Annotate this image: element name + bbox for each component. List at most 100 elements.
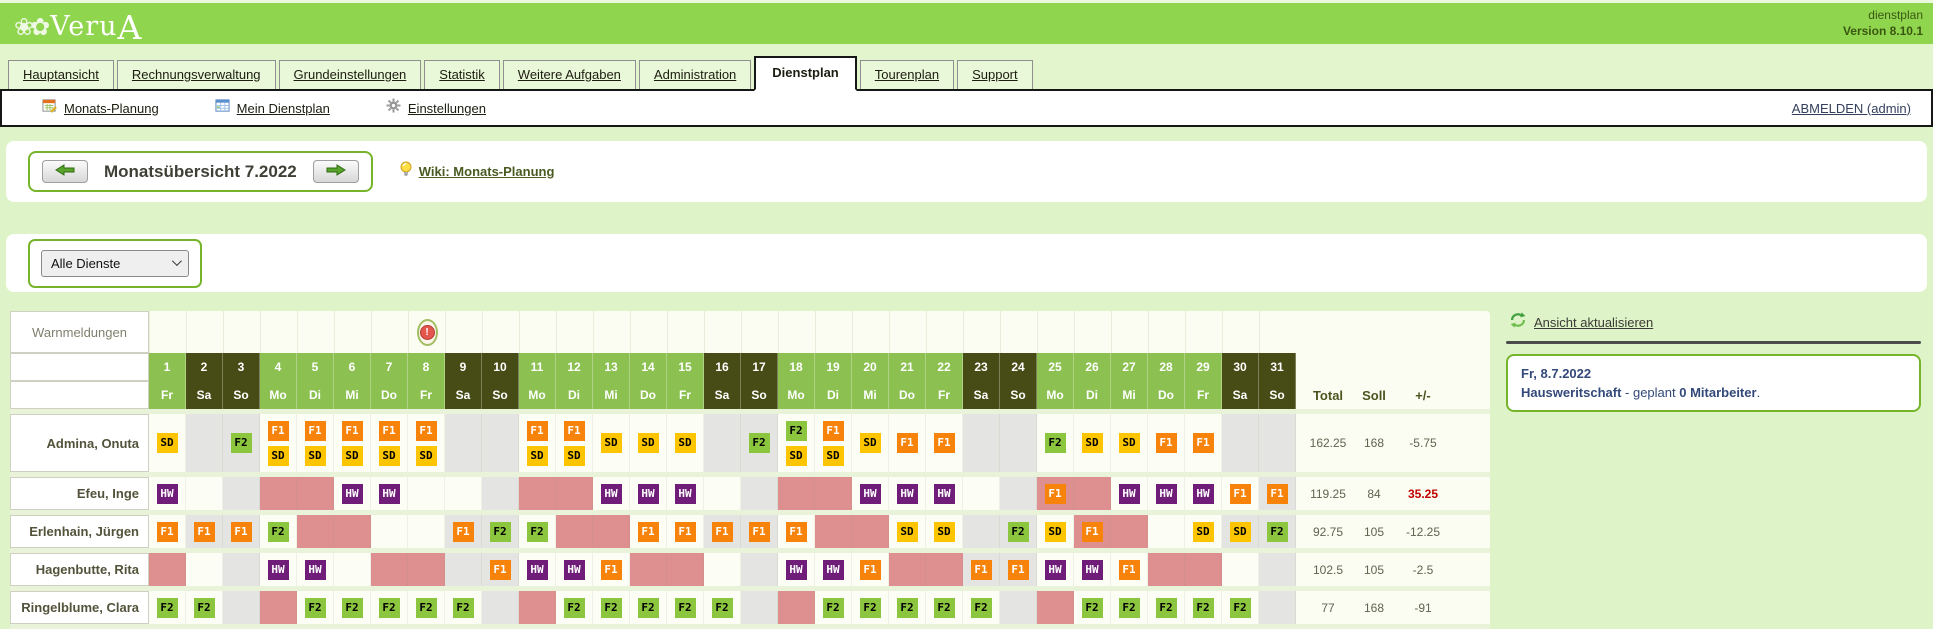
day-name-7[interactable]: Do: [371, 381, 408, 409]
shift-badge-F2[interactable]: F2: [1081, 597, 1103, 618]
shift-badge-F1[interactable]: F1: [970, 559, 992, 580]
shift-cell-day-2[interactable]: [186, 477, 223, 510]
day-name-27[interactable]: Mi: [1111, 381, 1148, 409]
warning-cell-day-2[interactable]: [186, 311, 223, 353]
shift-badge-F2[interactable]: F2: [378, 597, 400, 618]
shift-badge-SD[interactable]: SD: [341, 445, 363, 466]
shift-cell-day-1[interactable]: [149, 553, 186, 586]
shift-cell-day-5[interactable]: F1 SD: [297, 414, 334, 472]
day-name-18[interactable]: Mo: [778, 381, 815, 409]
service-filter-select[interactable]: Alle Dienste: [41, 249, 189, 277]
day-name-17[interactable]: So: [741, 381, 778, 409]
next-month-button[interactable]: [312, 160, 359, 183]
shift-cell-day-1[interactable]: F2: [149, 591, 186, 624]
shift-badge-F2[interactable]: F2: [1118, 597, 1140, 618]
day-name-21[interactable]: Do: [889, 381, 926, 409]
shift-cell-day-21[interactable]: SD: [889, 515, 926, 548]
day-name-29[interactable]: Fr: [1185, 381, 1222, 409]
shift-badge-F1[interactable]: F1: [637, 521, 659, 542]
shift-cell-day-18[interactable]: HW: [778, 553, 815, 586]
shift-badge-F2[interactable]: F2: [304, 597, 326, 618]
shift-badge-SD[interactable]: SD: [1118, 433, 1140, 453]
day-name-19[interactable]: Di: [815, 381, 852, 409]
shift-cell-day-19[interactable]: F1 SD: [815, 414, 852, 472]
wiki-link[interactable]: Wiki: Monats-Planung: [399, 161, 554, 182]
shift-cell-day-12[interactable]: F2: [556, 591, 593, 624]
day-number-1[interactable]: 1: [149, 353, 186, 381]
shift-cell-day-28[interactable]: [1148, 553, 1185, 586]
shift-badge-SD[interactable]: SD: [822, 445, 844, 466]
shift-badge-F2[interactable]: F2: [1192, 597, 1214, 618]
shift-cell-day-9[interactable]: [445, 414, 482, 472]
shift-badge-F1[interactable]: F1: [896, 433, 918, 453]
tab-grundeinstellungen[interactable]: Grundeinstellungen: [278, 60, 422, 89]
shift-cell-day-18[interactable]: [778, 477, 815, 510]
day-number-11[interactable]: 11: [519, 353, 556, 381]
warning-cell-day-31[interactable]: [1259, 311, 1296, 353]
shift-cell-day-25[interactable]: F2: [1037, 414, 1074, 472]
shift-cell-day-21[interactable]: HW: [889, 477, 926, 510]
warning-cell-day-12[interactable]: [556, 311, 593, 353]
logout-link[interactable]: ABMELDEN (admin): [1791, 100, 1911, 116]
shift-cell-day-12[interactable]: F1 SD: [556, 414, 593, 472]
day-number-6[interactable]: 6: [334, 353, 371, 381]
shift-badge-F1[interactable]: F1: [563, 420, 585, 441]
shift-cell-day-30[interactable]: SD: [1222, 515, 1259, 548]
shift-cell-day-24[interactable]: F2: [1000, 515, 1037, 548]
shift-cell-day-29[interactable]: F2: [1185, 591, 1222, 624]
shift-badge-HW[interactable]: HW: [822, 559, 844, 580]
shift-cell-day-31[interactable]: [1259, 414, 1296, 472]
shift-cell-day-3[interactable]: F1: [223, 515, 260, 548]
shift-cell-day-30[interactable]: F1: [1222, 477, 1259, 510]
shift-cell-day-23[interactable]: [963, 515, 1000, 548]
shift-cell-day-28[interactable]: F2: [1148, 591, 1185, 624]
shift-cell-day-22[interactable]: F1: [926, 414, 963, 472]
shift-cell-day-9[interactable]: [445, 477, 482, 510]
shift-badge-SD[interactable]: SD: [933, 521, 955, 542]
shift-badge-F1[interactable]: F1: [933, 433, 955, 453]
shift-cell-day-15[interactable]: [667, 553, 704, 586]
shift-cell-day-11[interactable]: F1 SD: [519, 414, 556, 472]
shift-cell-day-28[interactable]: HW: [1148, 477, 1185, 510]
shift-badge-F2[interactable]: F2: [489, 521, 511, 542]
warning-cell-day-20[interactable]: [852, 311, 889, 353]
day-number-5[interactable]: 5: [297, 353, 334, 381]
shift-cell-day-10[interactable]: F2: [482, 515, 519, 548]
shift-cell-day-16[interactable]: F1: [704, 515, 741, 548]
warning-cell-day-6[interactable]: [334, 311, 371, 353]
shift-cell-day-12[interactable]: [556, 515, 593, 548]
warning-cell-day-9[interactable]: [445, 311, 482, 353]
shift-badge-F1[interactable]: F1: [341, 420, 363, 441]
shift-badge-F1[interactable]: F1: [193, 521, 215, 542]
shift-cell-day-14[interactable]: F1: [630, 515, 667, 548]
day-name-5[interactable]: Di: [297, 381, 334, 409]
shift-badge-HW[interactable]: HW: [1118, 483, 1140, 504]
shift-cell-day-4[interactable]: F2: [260, 515, 297, 548]
shift-badge-SD[interactable]: SD: [637, 433, 659, 453]
shift-cell-day-28[interactable]: [1148, 515, 1185, 548]
shift-cell-day-13[interactable]: [593, 515, 630, 548]
warning-cell-day-18[interactable]: [778, 311, 815, 353]
shift-badge-F2[interactable]: F2: [526, 521, 548, 542]
shift-cell-day-30[interactable]: [1222, 414, 1259, 472]
shift-badge-HW[interactable]: HW: [304, 559, 326, 580]
shift-cell-day-1[interactable]: F1: [149, 515, 186, 548]
warning-cell-day-26[interactable]: [1074, 311, 1111, 353]
shift-badge-HW[interactable]: HW: [156, 483, 178, 504]
shift-badge-HW[interactable]: HW: [1192, 483, 1214, 504]
shift-cell-day-17[interactable]: F1: [741, 515, 778, 548]
warning-cell-day-16[interactable]: [704, 311, 741, 353]
warning-cell-day-7[interactable]: [371, 311, 408, 353]
shift-cell-day-22[interactable]: SD: [926, 515, 963, 548]
tab-rechnungsverwaltung[interactable]: Rechnungsverwaltung: [116, 60, 276, 89]
shift-cell-day-13[interactable]: SD: [593, 414, 630, 472]
shift-cell-day-10[interactable]: [482, 477, 519, 510]
shift-cell-day-12[interactable]: [556, 477, 593, 510]
shift-cell-day-6[interactable]: [334, 515, 371, 548]
shift-cell-day-27[interactable]: F2: [1111, 591, 1148, 624]
day-number-17[interactable]: 17: [741, 353, 778, 381]
warning-cell-day-13[interactable]: [593, 311, 630, 353]
shift-badge-F2[interactable]: F2: [193, 597, 215, 618]
subnav-mein-dienstplan[interactable]: Mein Dienstplan: [215, 98, 330, 118]
shift-badge-F2[interactable]: F2: [1155, 597, 1177, 618]
